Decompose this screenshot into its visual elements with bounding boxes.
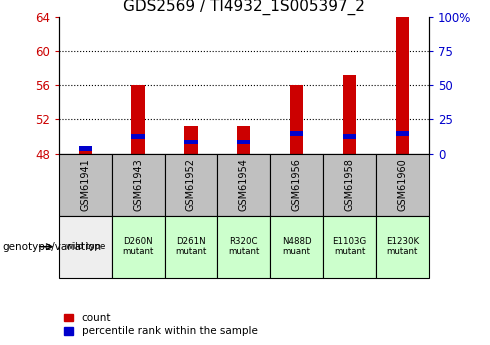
Bar [218, 154, 270, 216]
Text: N488D
muant: N488D muant [282, 237, 312, 256]
Text: R320C
mutant: R320C mutant [228, 237, 260, 256]
Bar [165, 154, 218, 216]
Bar [59, 216, 112, 278]
Text: GSM61958: GSM61958 [344, 158, 354, 211]
Bar [376, 216, 429, 278]
Legend: count, percentile rank within the sample: count, percentile rank within the sample [64, 313, 258, 336]
Text: D260N
mutant: D260N mutant [122, 237, 154, 256]
Bar [323, 154, 376, 216]
Text: GSM61952: GSM61952 [186, 158, 196, 211]
Bar [112, 216, 165, 278]
Text: D261N
mutant: D261N mutant [175, 237, 207, 256]
Text: GSM61954: GSM61954 [239, 158, 249, 211]
Bar [270, 216, 323, 278]
Bar [237, 126, 250, 154]
Bar [343, 75, 356, 154]
Text: E1103G
mutant: E1103G mutant [332, 237, 367, 256]
Text: wild type: wild type [66, 242, 105, 251]
Bar [165, 216, 218, 278]
Bar [78, 146, 92, 151]
Bar [131, 85, 145, 154]
Bar [59, 154, 112, 216]
Bar [78, 147, 92, 154]
Text: GSM61960: GSM61960 [397, 158, 407, 211]
Bar [218, 216, 270, 278]
Bar [290, 131, 303, 136]
Bar [290, 85, 303, 154]
Bar [323, 216, 376, 278]
Bar [112, 154, 165, 216]
Bar [184, 140, 197, 144]
Bar [343, 134, 356, 139]
Bar [396, 131, 409, 136]
Bar [184, 126, 197, 154]
Bar [131, 134, 145, 139]
Bar [376, 154, 429, 216]
Text: genotype/variation: genotype/variation [2, 242, 101, 252]
Bar [396, 17, 409, 154]
Text: GSM61943: GSM61943 [133, 158, 143, 211]
Bar [270, 154, 323, 216]
Text: GSM61941: GSM61941 [80, 158, 90, 211]
Text: E1230K
mutant: E1230K mutant [386, 237, 419, 256]
Bar [237, 140, 250, 144]
Text: GSM61956: GSM61956 [292, 158, 302, 211]
Title: GDS2569 / TI4932_1S005397_2: GDS2569 / TI4932_1S005397_2 [123, 0, 365, 14]
